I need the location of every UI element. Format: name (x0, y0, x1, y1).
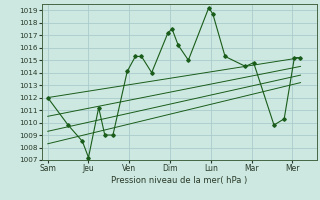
X-axis label: Pression niveau de la mer( hPa ): Pression niveau de la mer( hPa ) (111, 176, 247, 185)
